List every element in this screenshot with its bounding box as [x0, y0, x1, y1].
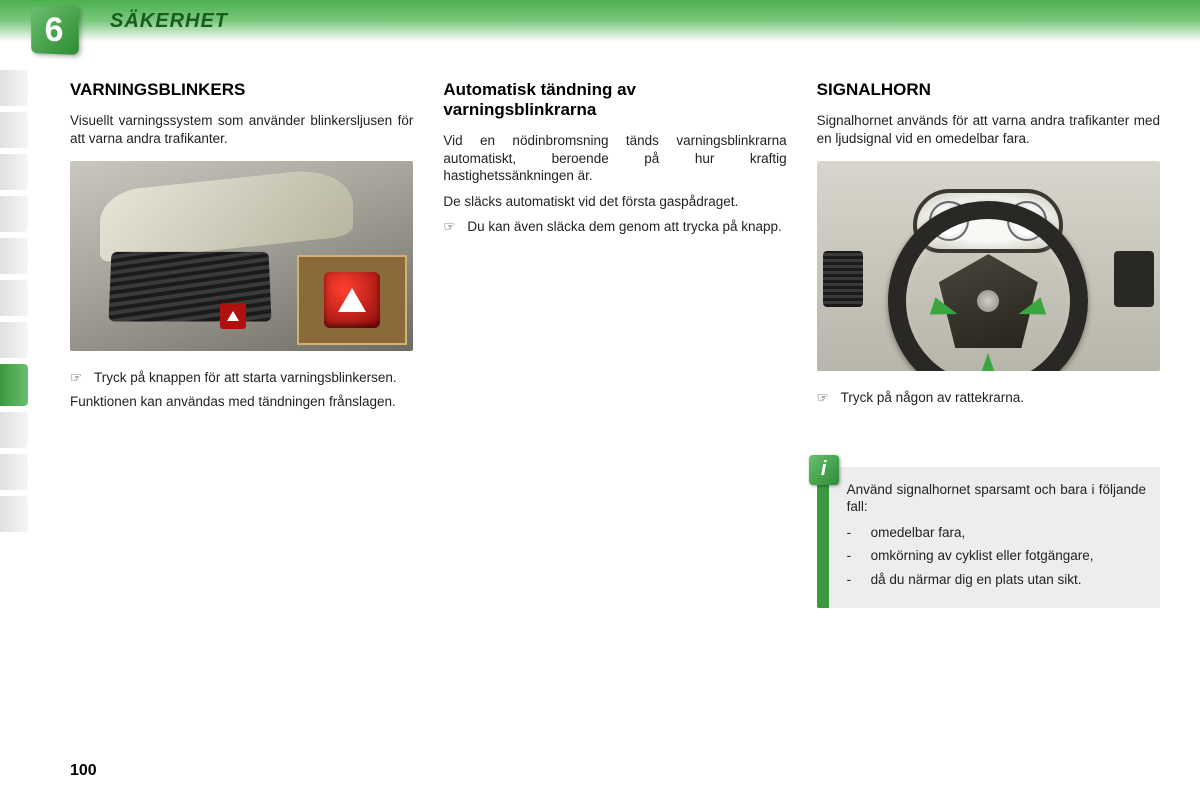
thumb-tab	[0, 238, 28, 274]
page-number: 100	[70, 762, 97, 780]
display-right	[1114, 251, 1154, 307]
pointer-icon: ☞	[817, 389, 841, 407]
thumb-tab	[0, 154, 28, 190]
col1-bullet: ☞ Tryck på knappen för att starta varnin…	[70, 369, 413, 387]
thumb-tab	[0, 454, 28, 490]
col2-bullet: ☞ Du kan även släcka dem genom att tryck…	[443, 218, 786, 236]
col2-heading: Automatisk tändning av varningsblinkrarn…	[443, 80, 786, 120]
col2-para1: Vid en nödinbromsning tänds varningsblin…	[443, 132, 786, 185]
infobox-item-text: då du närmar dig en plats utan sikt.	[871, 571, 1146, 589]
info-icon: i	[809, 455, 839, 485]
steering-wheel	[888, 201, 1088, 371]
hazard-button-icon	[220, 303, 246, 329]
col3-bullet-text: Tryck på någon av rattekrarna.	[841, 389, 1160, 407]
col2-bullet-text: Du kan även släcka dem genom att trycka …	[467, 218, 786, 236]
info-box: i Använd signalhornet sparsamt och bara …	[817, 467, 1160, 609]
dash-icon: -	[847, 571, 871, 589]
pointer-icon: ☞	[443, 218, 467, 236]
dashboard-trim	[100, 166, 353, 263]
thumb-tab	[0, 196, 28, 232]
infobox-lead: Använd signalhornet sparsamt och bara i …	[847, 481, 1146, 516]
infobox-item: - omedelbar fara,	[847, 524, 1146, 542]
pointer-icon: ☞	[70, 369, 94, 387]
content-columns: VARNINGSBLINKERS Visuellt varningssystem…	[70, 80, 1160, 608]
infobox-item-text: omedelbar fara,	[871, 524, 1146, 542]
thumb-tab	[0, 412, 28, 448]
air-vent-left	[823, 251, 863, 307]
dash-icon: -	[847, 524, 871, 542]
section-title: SÄKERHET	[110, 10, 228, 33]
figure-inset	[297, 255, 407, 345]
col1-heading: VARNINGSBLINKERS	[70, 80, 413, 100]
col1-para2: Funktionen kan användas med tändningen f…	[70, 393, 413, 411]
press-arrow-icon	[979, 353, 997, 371]
infobox-item-text: omkörning av cyklist eller fotgängare,	[871, 547, 1146, 565]
hazard-triangle-icon	[324, 272, 380, 328]
figure-hazard-button	[70, 161, 413, 351]
column-horn: SIGNALHORN Signalhornet används för att …	[817, 80, 1160, 608]
col3-heading: SIGNALHORN	[817, 80, 1160, 100]
thumb-tab	[0, 322, 28, 358]
thumb-tab	[0, 112, 28, 148]
column-auto-hazard: Automatisk tändning av varningsblinkrarn…	[443, 80, 786, 608]
side-thumb-tabs	[0, 70, 28, 532]
column-hazard-warning: VARNINGSBLINKERS Visuellt varningssystem…	[70, 80, 413, 608]
chapter-number-badge: 6	[31, 5, 79, 55]
thumb-tab	[0, 70, 28, 106]
thumb-tab	[0, 496, 28, 532]
thumb-tab	[0, 280, 28, 316]
col3-bullet: ☞ Tryck på någon av rattekrarna.	[817, 389, 1160, 407]
infobox-item: - då du närmar dig en plats utan sikt.	[847, 571, 1146, 589]
dash-icon: -	[847, 547, 871, 565]
col1-intro: Visuellt varningssystem som använder bli…	[70, 112, 413, 147]
air-vent	[109, 252, 272, 322]
col2-para2: De släcks automatiskt vid det första gas…	[443, 193, 786, 211]
thumb-tab-active	[0, 364, 28, 406]
infobox-item: - omkörning av cyklist eller fotgängare,	[847, 547, 1146, 565]
col3-intro: Signalhornet används för att varna andra…	[817, 112, 1160, 147]
col1-bullet-text: Tryck på knappen för att starta varnings…	[94, 369, 413, 387]
figure-steering-wheel	[817, 161, 1160, 371]
